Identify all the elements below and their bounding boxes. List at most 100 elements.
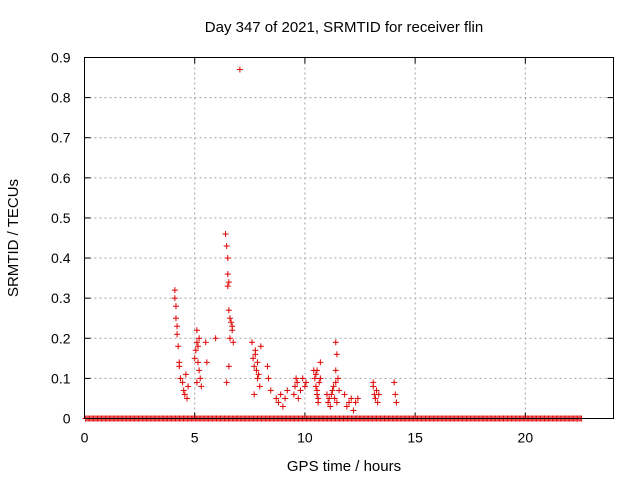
data-point bbox=[249, 339, 256, 346]
data-point bbox=[316, 379, 323, 386]
y-tick-label: 0.5 bbox=[51, 210, 71, 226]
data-point bbox=[330, 383, 337, 390]
data-point bbox=[202, 339, 209, 346]
grid-lines bbox=[84, 57, 614, 419]
data-point bbox=[225, 279, 232, 286]
data-point bbox=[191, 355, 198, 362]
data-point bbox=[251, 391, 258, 398]
data-point bbox=[370, 379, 377, 386]
data-point bbox=[226, 335, 233, 342]
data-point bbox=[291, 383, 298, 390]
data-point bbox=[331, 395, 338, 402]
data-point bbox=[295, 395, 302, 402]
data-point bbox=[223, 379, 230, 386]
data-point bbox=[312, 383, 319, 390]
data-point bbox=[293, 375, 300, 382]
data-point bbox=[182, 371, 189, 378]
data-point bbox=[174, 331, 181, 338]
data-point bbox=[317, 375, 324, 382]
data-point bbox=[181, 391, 188, 398]
x-tick-label: 5 bbox=[191, 430, 199, 446]
data-point bbox=[224, 255, 231, 262]
data-point bbox=[171, 287, 178, 294]
y-tick-label: 0.1 bbox=[51, 370, 71, 386]
data-point bbox=[332, 379, 339, 386]
data-point bbox=[301, 383, 308, 390]
data-point bbox=[341, 391, 348, 398]
data-point bbox=[328, 391, 335, 398]
data-point bbox=[311, 375, 318, 382]
data-point bbox=[392, 391, 399, 398]
data-point bbox=[297, 387, 304, 394]
data-point bbox=[193, 339, 200, 346]
data-point bbox=[224, 271, 231, 278]
data-point bbox=[375, 391, 382, 398]
plot-frame bbox=[84, 57, 614, 419]
data-point bbox=[372, 395, 379, 402]
y-tick-label: 0.4 bbox=[51, 250, 71, 266]
data-point bbox=[332, 339, 339, 346]
data-point bbox=[192, 347, 199, 354]
data-point bbox=[303, 379, 310, 386]
data-point bbox=[196, 367, 203, 374]
data-point bbox=[175, 343, 182, 350]
x-tick-label: 20 bbox=[518, 430, 534, 446]
data-point bbox=[332, 367, 339, 374]
data-point bbox=[171, 295, 178, 302]
data-point bbox=[172, 315, 179, 322]
data-point bbox=[195, 359, 202, 366]
axis-ticks bbox=[84, 57, 614, 419]
data-point bbox=[275, 399, 282, 406]
x-tick-label: 10 bbox=[297, 430, 313, 446]
data-point bbox=[229, 327, 236, 334]
data-point bbox=[252, 351, 259, 358]
data-point bbox=[179, 379, 186, 386]
y-tick-label: 0 bbox=[63, 411, 71, 427]
data-point bbox=[225, 363, 232, 370]
data-point bbox=[273, 395, 280, 402]
data-point bbox=[284, 387, 291, 394]
data-point bbox=[314, 367, 321, 374]
y-tick-label: 0.9 bbox=[51, 50, 71, 66]
data-point bbox=[327, 403, 334, 410]
data-point bbox=[299, 375, 306, 382]
data-point bbox=[256, 383, 263, 390]
data-point bbox=[250, 355, 257, 362]
data-point bbox=[317, 359, 324, 366]
data-point bbox=[350, 407, 357, 414]
data-point bbox=[236, 66, 243, 73]
data-point bbox=[193, 327, 200, 334]
data-point bbox=[222, 230, 229, 237]
data-point bbox=[183, 395, 190, 402]
data-point bbox=[254, 359, 261, 366]
data-point bbox=[193, 379, 200, 386]
data-point bbox=[294, 379, 301, 386]
data-point bbox=[253, 367, 260, 374]
data-point bbox=[282, 395, 289, 402]
data-point bbox=[177, 375, 184, 382]
data-point bbox=[354, 395, 361, 402]
data-point bbox=[348, 395, 355, 402]
data-point bbox=[374, 399, 381, 406]
data-point bbox=[329, 387, 336, 394]
data-point bbox=[255, 371, 262, 378]
data-point bbox=[325, 399, 332, 406]
data-point bbox=[226, 315, 233, 322]
y-tick-label: 0.2 bbox=[51, 330, 71, 346]
tick-labels: 0 0.1 0.2 0.3 0.4 0.5 0.6 0.7 0.8 0.9 0 5 10 15 20 bbox=[51, 50, 533, 446]
data-point bbox=[197, 375, 204, 382]
data-point bbox=[225, 307, 232, 314]
data-point bbox=[336, 387, 343, 394]
data-point bbox=[174, 323, 181, 330]
data-point bbox=[223, 243, 230, 250]
data-point bbox=[333, 399, 340, 406]
data-point bbox=[391, 379, 398, 386]
data-point bbox=[279, 403, 286, 410]
data-point bbox=[224, 283, 231, 290]
y-tick-label: 0.3 bbox=[51, 290, 71, 306]
data-point bbox=[277, 391, 284, 398]
data-point bbox=[326, 395, 333, 402]
data-point bbox=[312, 371, 319, 378]
data-point bbox=[212, 335, 219, 342]
